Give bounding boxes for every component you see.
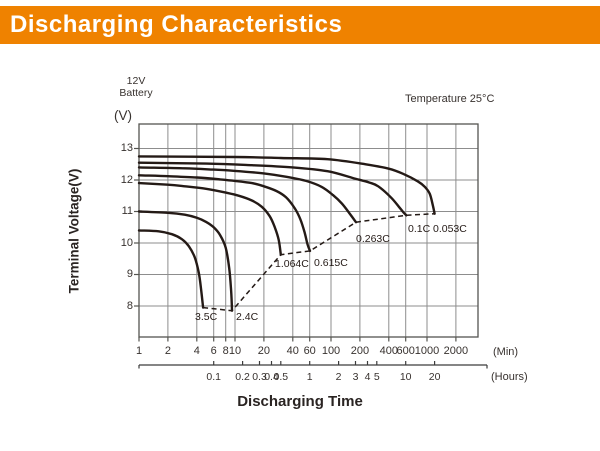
x-tick-label-min: 8: [222, 345, 229, 357]
discharge-curve-3.5C: [137, 229, 205, 309]
curve-label-1.064C: 1.064C: [275, 258, 309, 270]
x-tick-label-min: 2000: [443, 345, 469, 357]
discharge-curve-0.615C: [137, 174, 312, 253]
x-tick-label-min: 200: [350, 345, 370, 357]
curve-label-0.615C: 0.615C: [314, 257, 348, 269]
x-tick-label-min: 6: [210, 345, 217, 357]
battery-word-text: Battery: [119, 86, 153, 99]
curve-label-0.053C: 0.053C: [433, 223, 467, 235]
x-tick-label-min: 100: [321, 345, 341, 357]
x-tick-label-min: 1: [135, 345, 143, 357]
x-tick-label-min: 10: [228, 345, 242, 357]
x-tick-label-hours: 3: [352, 371, 359, 383]
discharge-curve-1.064C: [137, 181, 282, 256]
y-tick-label: 11: [121, 205, 133, 217]
x-tick-label-hours: 0.5: [273, 371, 289, 383]
x-tick-label-min: 20: [257, 345, 271, 357]
y-axis-unit-label: (V): [114, 108, 132, 123]
y-tick-label: 13: [120, 142, 133, 154]
x-tick-label-hours: 20: [428, 371, 441, 383]
x-tick-label-hours: 0.2: [235, 371, 250, 383]
x-tick-label-hours: 0.3: [252, 371, 267, 383]
discharge-curve-0.1C: [137, 161, 408, 217]
curve-label-2.4C: 2.4C: [236, 311, 259, 323]
discharge-curve-0.263C: [137, 166, 358, 224]
hours-unit-label: (Hours): [491, 371, 528, 383]
x-tick-label-hours: 5: [373, 371, 380, 383]
x-tick-label-hours: 1: [306, 371, 313, 383]
curve-label-3.5C: 3.5C: [195, 311, 218, 323]
x-tick-label-min: 4: [193, 345, 200, 357]
x-tick-label-min: 400: [379, 345, 398, 357]
x-tick-label-hours: 0.4: [264, 371, 279, 383]
y-tick-label: 9: [126, 268, 133, 280]
battery-voltage-text: 12V: [126, 75, 146, 87]
x-axis-title: Discharging Time: [237, 393, 363, 410]
temperature-label: Temperature 25°C: [405, 93, 495, 105]
x-tick-label-hours: 2: [335, 371, 342, 383]
cutoff-dashed-line: [203, 212, 435, 312]
curve-label-0.1C: 0.1C: [408, 223, 431, 235]
y-tick-label: 12: [120, 173, 133, 186]
discharge-curve-2.4C: [137, 210, 234, 312]
curve-label-0.263C: 0.263C: [356, 233, 390, 245]
x-tick-label-min: 60: [303, 345, 316, 357]
y-tick-label: 8: [126, 299, 133, 312]
minutes-unit-label: (Min): [493, 346, 519, 358]
header-banner: Discharging Characteristics: [0, 6, 600, 44]
battery-type-label: 12V Battery: [116, 75, 156, 99]
x-tick-label-min: 1000: [414, 345, 440, 357]
x-tick-label-hours: 0.1: [206, 371, 221, 383]
x-tick-label-min: 40: [286, 345, 299, 357]
x-tick-label-min: 600: [396, 345, 415, 357]
page-title: Discharging Characteristics: [10, 11, 343, 38]
x-tick-label-min: 2: [164, 345, 171, 357]
x-tick-label-hours: 10: [399, 371, 412, 383]
y-tick-label: 10: [120, 236, 133, 249]
x-tick-label-hours: 4: [364, 371, 371, 383]
discharge-curve-0.053C: [137, 155, 436, 215]
